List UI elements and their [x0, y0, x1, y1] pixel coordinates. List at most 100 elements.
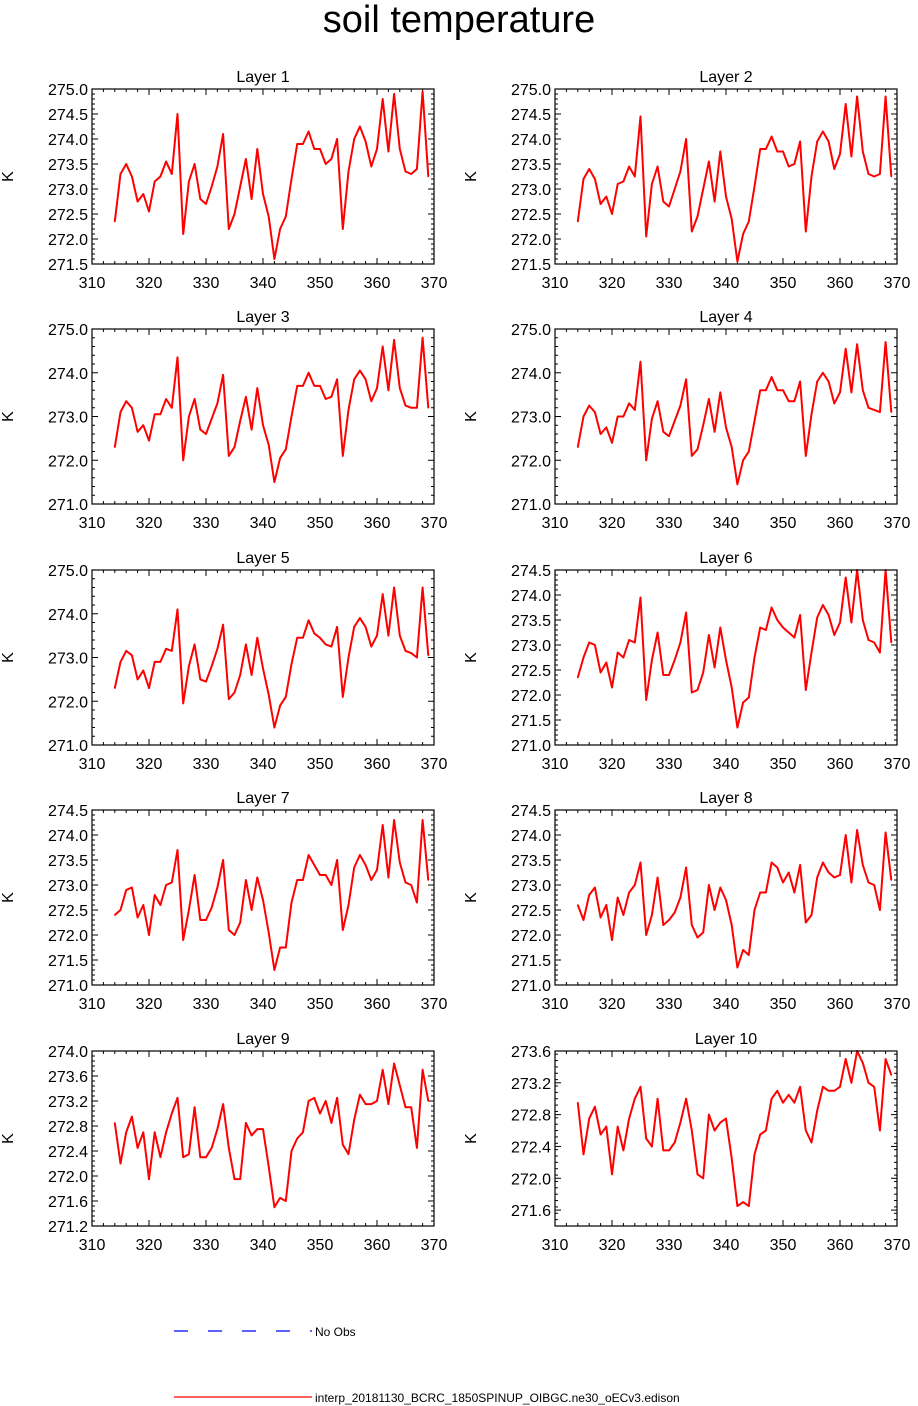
- data-point: [679, 1121, 682, 1124]
- data-point: [387, 150, 390, 153]
- data-point: [228, 228, 230, 230]
- data-point: [119, 173, 122, 175]
- data-point: [171, 407, 173, 409]
- data-point: [114, 1122, 116, 1124]
- x-tick-label: 330: [656, 1237, 683, 1254]
- x-tick-label: 310: [542, 756, 569, 773]
- data-point: [645, 934, 647, 936]
- data-point: [844, 347, 847, 350]
- y-axis-label: K: [463, 652, 480, 663]
- series-line: [576, 95, 893, 263]
- data-point: [673, 911, 676, 914]
- data-point: [313, 1097, 316, 1099]
- data-point: [387, 1103, 390, 1105]
- data-point: [577, 446, 579, 448]
- series-line: [576, 829, 893, 969]
- y-tick-label: 273.0: [511, 182, 551, 199]
- x-tick-label: 370: [421, 515, 448, 532]
- data-point: [605, 195, 608, 198]
- data-point: [719, 626, 722, 629]
- y-tick-label: 271.2: [48, 1219, 88, 1236]
- y-tick-label: 273.0: [48, 410, 88, 427]
- data-point: [656, 1097, 659, 1100]
- data-point: [577, 1101, 579, 1104]
- data-point: [364, 1103, 367, 1105]
- data-point: [404, 1106, 407, 1108]
- y-tick-label: 273.0: [511, 878, 551, 895]
- data-point: [404, 404, 407, 407]
- series-line: [113, 336, 430, 484]
- data-point: [199, 678, 202, 681]
- x-tick-label: 340: [250, 996, 277, 1013]
- data-point: [844, 1058, 847, 1060]
- data-point: [691, 691, 693, 694]
- data-point: [793, 636, 796, 639]
- data-point: [605, 426, 608, 429]
- data-point: [662, 431, 665, 433]
- data-point: [393, 93, 395, 95]
- data-point: [319, 874, 321, 876]
- data-point: [782, 626, 784, 629]
- data-point: [136, 431, 139, 433]
- data-point: [725, 659, 727, 661]
- y-tick-label: 272.8: [511, 1108, 551, 1125]
- x-tick-label: 310: [542, 515, 569, 532]
- data-point: [582, 919, 585, 921]
- data-point: [313, 632, 316, 635]
- x-tick-label: 350: [770, 996, 797, 1013]
- data-point: [210, 906, 213, 909]
- series-line: [114, 819, 430, 971]
- data-point: [736, 966, 739, 969]
- y-tick-label: 274.0: [48, 1044, 88, 1061]
- data-point: [359, 617, 361, 619]
- data-point: [153, 180, 156, 183]
- data-point: [267, 693, 270, 696]
- data-point: [622, 656, 625, 659]
- data-point: [222, 1103, 224, 1105]
- data-point: [250, 428, 253, 431]
- data-point: [285, 448, 287, 451]
- data-point: [376, 1100, 378, 1102]
- data-point: [239, 1178, 241, 1180]
- y-tick-label: 272.0: [511, 453, 551, 470]
- data-point: [844, 103, 847, 105]
- data-point: [725, 899, 727, 901]
- data-point: [770, 861, 773, 864]
- data-point: [416, 901, 418, 904]
- data-point: [153, 894, 156, 896]
- data-point: [805, 230, 807, 233]
- data-point: [679, 404, 682, 407]
- data-point: [850, 1082, 853, 1084]
- y-tick-label: 272.8: [48, 1119, 88, 1136]
- data-point: [770, 1097, 773, 1100]
- data-point: [421, 1069, 424, 1071]
- data-point: [336, 1097, 338, 1099]
- data-point: [210, 665, 213, 667]
- data-point: [696, 1173, 699, 1176]
- data-point: [577, 676, 579, 679]
- data-point: [210, 417, 213, 420]
- data-point: [353, 1119, 356, 1121]
- data-point: [347, 170, 350, 173]
- data-point: [736, 483, 739, 486]
- panel-title: Layer 6: [699, 550, 752, 567]
- data-point: [765, 389, 767, 392]
- data-point: [239, 674, 241, 676]
- data-point: [793, 163, 796, 165]
- data-point: [416, 656, 418, 659]
- data-point: [233, 446, 236, 448]
- data-point: [393, 1062, 395, 1065]
- data-point: [582, 1153, 585, 1156]
- data-point: [628, 402, 630, 405]
- data-point: [822, 861, 824, 864]
- data-point: [416, 168, 418, 170]
- data-point: [776, 619, 779, 621]
- data-point: [890, 879, 893, 881]
- data-point: [588, 1117, 590, 1120]
- data-point: [307, 1100, 310, 1102]
- data-point: [679, 641, 682, 644]
- data-point: [713, 431, 716, 433]
- data-point: [605, 1125, 608, 1128]
- x-tick-label: 310: [79, 756, 106, 773]
- y-tick-label: 274.5: [48, 803, 88, 820]
